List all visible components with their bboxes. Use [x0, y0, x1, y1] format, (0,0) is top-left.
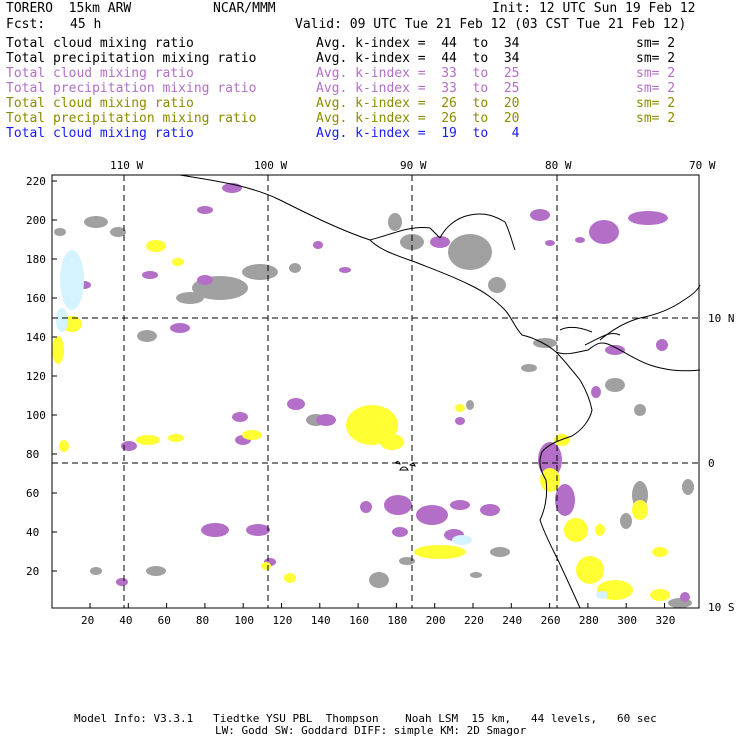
- forecast-hours: 45 h: [70, 17, 102, 32]
- legend-smoothing: sm= 2: [636, 111, 676, 126]
- legend-field: Total cloud mixing ratio: [6, 96, 194, 111]
- coastlines: [179, 174, 701, 609]
- legend-smoothing: sm= 2: [636, 51, 676, 66]
- lon-label: 110 W: [110, 159, 144, 172]
- lat-label: 0: [708, 457, 715, 470]
- legend-row: Total cloud mixing ratio Avg. k-index = 2…: [6, 96, 736, 111]
- x-tick-label: 260: [540, 614, 561, 627]
- legend-smoothing: sm= 2: [636, 96, 676, 111]
- x-tick-label: 240: [502, 614, 523, 627]
- org-label: NCAR/MMM: [213, 1, 276, 16]
- legend-kindex: Avg. k-index = 44 to 34: [316, 36, 520, 51]
- physics-info: LW: Godd SW: Goddard DIFF: simple KM: 2D…: [215, 724, 527, 737]
- legend-row: Total cloud mixing ratio Avg. k-index = 1…: [6, 126, 736, 141]
- legend-smoothing: sm= 2: [636, 81, 676, 96]
- legend-field: Total cloud mixing ratio: [6, 66, 194, 81]
- x-tick-label: 280: [578, 614, 599, 627]
- x-tick-label: 300: [617, 614, 638, 627]
- y-tick-label: 140: [26, 331, 46, 344]
- legend-field: Total cloud mixing ratio: [6, 126, 194, 141]
- lon-label: 100 W: [254, 159, 288, 172]
- x-tick-label: 320: [655, 614, 676, 627]
- model-info: Model Info: V3.3.1 Tiedtke YSU PBL Thomp…: [74, 712, 657, 725]
- y-tick-label: 160: [26, 292, 46, 305]
- x-tick-label: 60: [157, 614, 171, 627]
- x-tick-label: 120: [272, 614, 293, 627]
- legend-smoothing: sm= 2: [636, 66, 676, 81]
- forecast-label: Fcst:: [6, 17, 46, 32]
- y-tick-label: 80: [26, 448, 40, 461]
- y-tick-label: 220: [26, 175, 46, 188]
- lon-label: 70 W: [689, 159, 716, 172]
- y-tick-label: 60: [26, 487, 40, 500]
- graticule: [52, 175, 699, 608]
- x-tick-label: 140: [310, 614, 331, 627]
- lat-label: 10 N: [708, 312, 735, 325]
- legend-row: Total precipitation mixing ratio Avg. k-i…: [6, 81, 736, 96]
- legend-kindex: Avg. k-index = 33 to 25: [316, 66, 520, 81]
- legend-kindex: Avg. k-index = 19 to 4: [316, 126, 520, 141]
- legend-kindex: Avg. k-index = 33 to 25: [316, 81, 520, 96]
- y-tick-label: 20: [26, 565, 40, 578]
- map-frame: [51, 174, 700, 609]
- x-tick-label: 220: [464, 614, 484, 627]
- y-tick-label: 180: [26, 253, 46, 266]
- x-tick-label: 180: [387, 614, 408, 627]
- legend-row: Total precipitation mixing ratio Avg. k-i…: [6, 51, 736, 66]
- legend-smoothing: sm= 2: [636, 36, 676, 51]
- lon-label: 90 W: [400, 159, 427, 172]
- lat-label: 10 S: [708, 601, 735, 614]
- x-tick-label: 40: [119, 614, 133, 627]
- legend-row: Total cloud mixing ratio Avg. k-index = 3…: [6, 66, 736, 81]
- model-title: TORERO 15km ARW: [6, 1, 132, 16]
- legend-field: Total precipitation mixing ratio: [6, 51, 257, 66]
- axis-ticks: [52, 180, 665, 608]
- y-tick-label: 120: [26, 370, 46, 383]
- purple-cloud-field: [77, 183, 690, 602]
- y-tick-label: 200: [26, 214, 46, 227]
- y-tick-label: 40: [26, 526, 40, 539]
- y-tick-label: 100: [26, 409, 46, 422]
- legend-field: Total cloud mixing ratio: [6, 36, 194, 51]
- yellow-cloud-field: [52, 240, 670, 601]
- valid-time: Valid: 09 UTC Tue 21 Feb 12 (03 CST Tue …: [295, 17, 687, 32]
- legend-kindex: Avg. k-index = 26 to 20: [316, 96, 520, 111]
- x-tick-label: 200: [425, 614, 446, 627]
- x-tick-label: 20: [81, 614, 95, 627]
- cyan-cloud-field: [56, 250, 608, 599]
- legend-kindex: Avg. k-index = 26 to 20: [316, 111, 520, 126]
- x-tick-label: 160: [349, 614, 369, 627]
- lon-label: 80 W: [545, 159, 572, 172]
- init-time: Init: 12 UTC Sun 19 Feb 12: [492, 1, 696, 16]
- legend-row: Total precipitation mixing ratio Avg. k-i…: [6, 111, 736, 126]
- x-tick-label: 100: [234, 614, 255, 627]
- legend-row: Total cloud mixing ratio Avg. k-index = 4…: [6, 36, 736, 51]
- legend-field: Total precipitation mixing ratio: [6, 111, 257, 126]
- x-tick-label: 80: [195, 614, 210, 627]
- legend-kindex: Avg. k-index = 44 to 34: [316, 51, 520, 66]
- legend-field: Total precipitation mixing ratio: [6, 81, 257, 96]
